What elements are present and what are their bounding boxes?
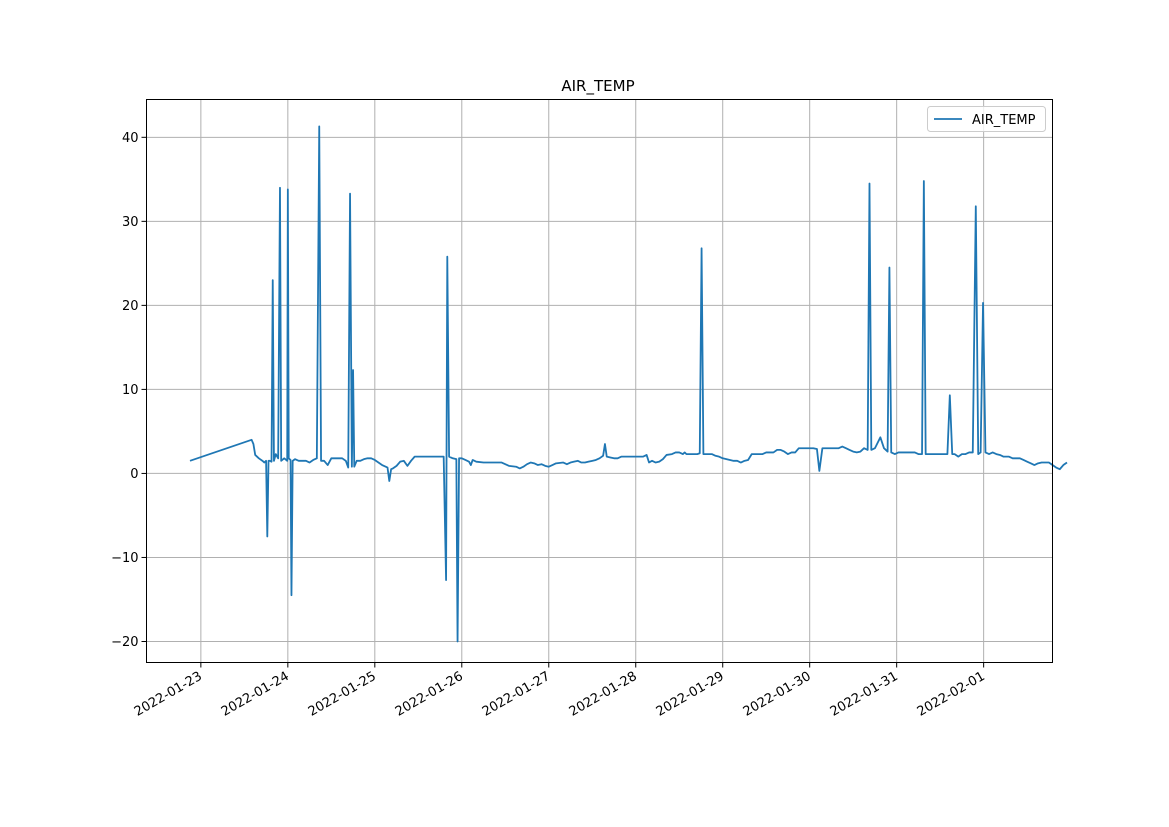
y-tick-label: −20 — [111, 635, 138, 650]
legend-label: AIR_TEMP — [972, 113, 1036, 128]
y-axis: −20 −10 0 10 20 30 40 — [111, 131, 147, 650]
legend: AIR_TEMP — [927, 106, 1046, 132]
y-tick-label: −10 — [111, 551, 138, 566]
y-tick-label: 10 — [122, 383, 139, 398]
y-tick-label: 0 — [130, 467, 138, 482]
y-tick-label: 30 — [122, 215, 139, 230]
y-tick-label: 20 — [122, 299, 139, 314]
plot-frame — [146, 99, 1053, 663]
y-tick-label: 40 — [122, 131, 139, 146]
legend-box — [927, 106, 1046, 132]
series-line-air-temp — [189, 125, 1068, 643]
series-layer — [189, 125, 1068, 643]
chart-title: AIR_TEMP — [561, 77, 634, 96]
